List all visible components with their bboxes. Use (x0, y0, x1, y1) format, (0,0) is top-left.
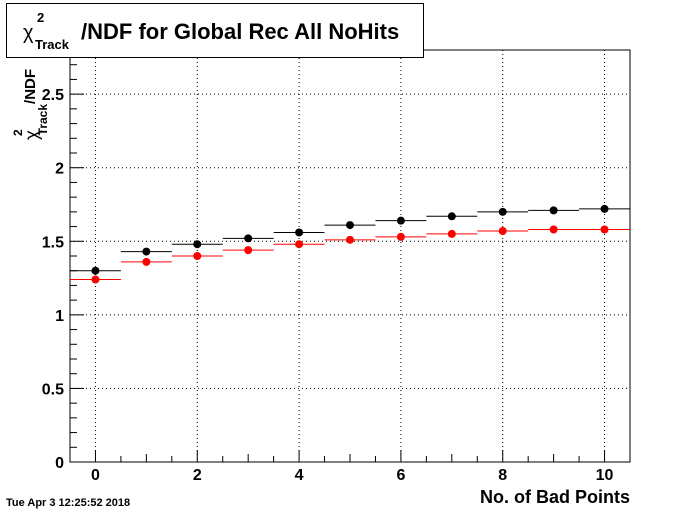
timestamp: Tue Apr 3 12:25:52 2018 (6, 497, 131, 509)
y-tick-label: 2.5 (42, 87, 64, 104)
axis-ticks (69, 49, 631, 463)
data-point (498, 226, 507, 235)
y-tick-label: 0.5 (42, 381, 64, 398)
grid-lines (70, 50, 630, 462)
y-tick-label: 0 (55, 455, 64, 472)
x-tick-label: 6 (396, 467, 405, 484)
x-tick-label: 2 (193, 467, 202, 484)
chart-title: χ 2 Track /NDF for Global Rec All NoHits (6, 3, 424, 58)
title-chi: χ (23, 22, 34, 44)
title-text: /NDF for Global Rec All NoHits (81, 19, 400, 44)
title-subscript: Track (35, 37, 69, 52)
y-tick-label: 1 (55, 308, 64, 325)
y-tick-label: 2 (55, 161, 64, 178)
y-axis-label-text: χ2 Track/NDF (11, 69, 50, 140)
y-axis-label: χ2 Track/NDF (11, 69, 50, 140)
data-point (447, 229, 456, 238)
data-point (346, 221, 354, 230)
data-point (346, 235, 354, 244)
series-0 (70, 204, 630, 275)
data-point (91, 266, 100, 275)
data-point (447, 212, 456, 221)
data-point (193, 240, 202, 249)
data-point (549, 225, 558, 234)
data-point (396, 232, 405, 241)
x-tick-label: 10 (596, 467, 614, 484)
data-point (244, 234, 253, 243)
plot-frame (69, 49, 631, 463)
data-point (600, 204, 609, 213)
data-point (142, 257, 151, 266)
data-point (244, 246, 253, 255)
data-point (193, 252, 202, 260)
axis-tick-labels: 0 2 4 6 8 10 0 0.5 1 1.5 2 2.5 (42, 87, 614, 484)
data-point (295, 228, 304, 237)
series-1 (70, 225, 630, 284)
data-series (70, 204, 630, 284)
data-point (498, 207, 507, 216)
x-axis-label: No. of Bad Points (480, 487, 630, 507)
data-point (295, 240, 304, 249)
x-tick-label: 0 (91, 467, 100, 484)
x-tick-label: 4 (295, 467, 304, 484)
data-point (396, 216, 405, 225)
title-superscript: 2 (37, 10, 45, 25)
data-point (549, 206, 558, 215)
data-point (600, 225, 609, 234)
data-point (142, 247, 151, 256)
x-tick-label: 8 (498, 467, 507, 484)
y-tick-label: 1.5 (42, 234, 64, 251)
data-point (91, 275, 100, 284)
